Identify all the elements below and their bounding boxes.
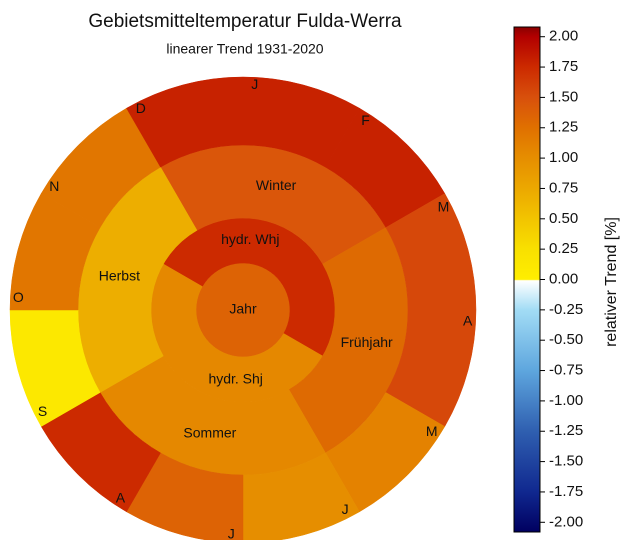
segment-label: hydr. Whj [221,231,279,247]
colorbar-tick-label: -2.00 [549,513,583,530]
segment-label: O [13,289,24,305]
colorbar-tick-label: -1.75 [549,483,583,500]
segment-label: N [49,178,59,194]
chart-subtitle: linearer Trend 1931-2020 [166,41,323,57]
colorbar-tick-label: 0.25 [549,240,578,257]
segment-label: M [426,423,438,439]
colorbar-tick-label: -1.25 [549,422,583,439]
colorbar-tick-label: -0.25 [549,301,583,318]
colorbar-tick-label: -0.50 [549,331,583,348]
segment-label: M [438,199,450,215]
segment-label: hydr. Shj [208,370,262,386]
colorbar-tick-label: 0.50 [549,210,578,227]
colorbar-tick-label: 0.00 [549,270,578,287]
colorbar-tick-label: 1.75 [549,58,578,75]
colorbar-gradient [513,26,541,533]
segment-label: F [361,112,370,128]
segment [126,76,244,168]
colorbar-tick-label: -1.50 [549,453,583,470]
colorbar-tick-label: 0.75 [549,179,578,196]
colorbar-tick-label: -1.00 [549,392,583,409]
segment-label: A [116,489,126,505]
segment-label: J [228,525,235,540]
colorbar-tick-label: 1.00 [549,149,578,166]
colorbar-tick-label: 2.00 [549,28,578,45]
colorbar: 2.00 1.75 1.50 1.25 1.00 0.75 0.50 0.25 0.00 -0.2… [513,26,583,533]
segment-label: S [38,403,47,419]
colorbar-label: relativer Trend [%] [603,217,620,347]
colorbar-tick-label: 1.50 [549,88,578,105]
segment-label: Sommer [183,424,236,440]
segment-label: J [251,76,258,92]
segment-label: Frühjahr [341,334,393,350]
sunburst: Jahr hydr. Whj hydr. Shj Winter Frühjahr Somm… [9,76,477,540]
segment-label: Jahr [229,301,257,317]
segment-label: J [342,501,349,517]
segment-label: D [136,100,146,116]
colorbar-tick-label: 1.25 [549,119,578,136]
segment-label: A [463,312,473,328]
segment-label: Winter [256,177,297,193]
chart-title: Gebietsmitteltemperatur Fulda-Werra [88,11,402,32]
segment-label: Herbst [99,268,140,284]
colorbar-tick-label: -0.75 [549,362,583,379]
